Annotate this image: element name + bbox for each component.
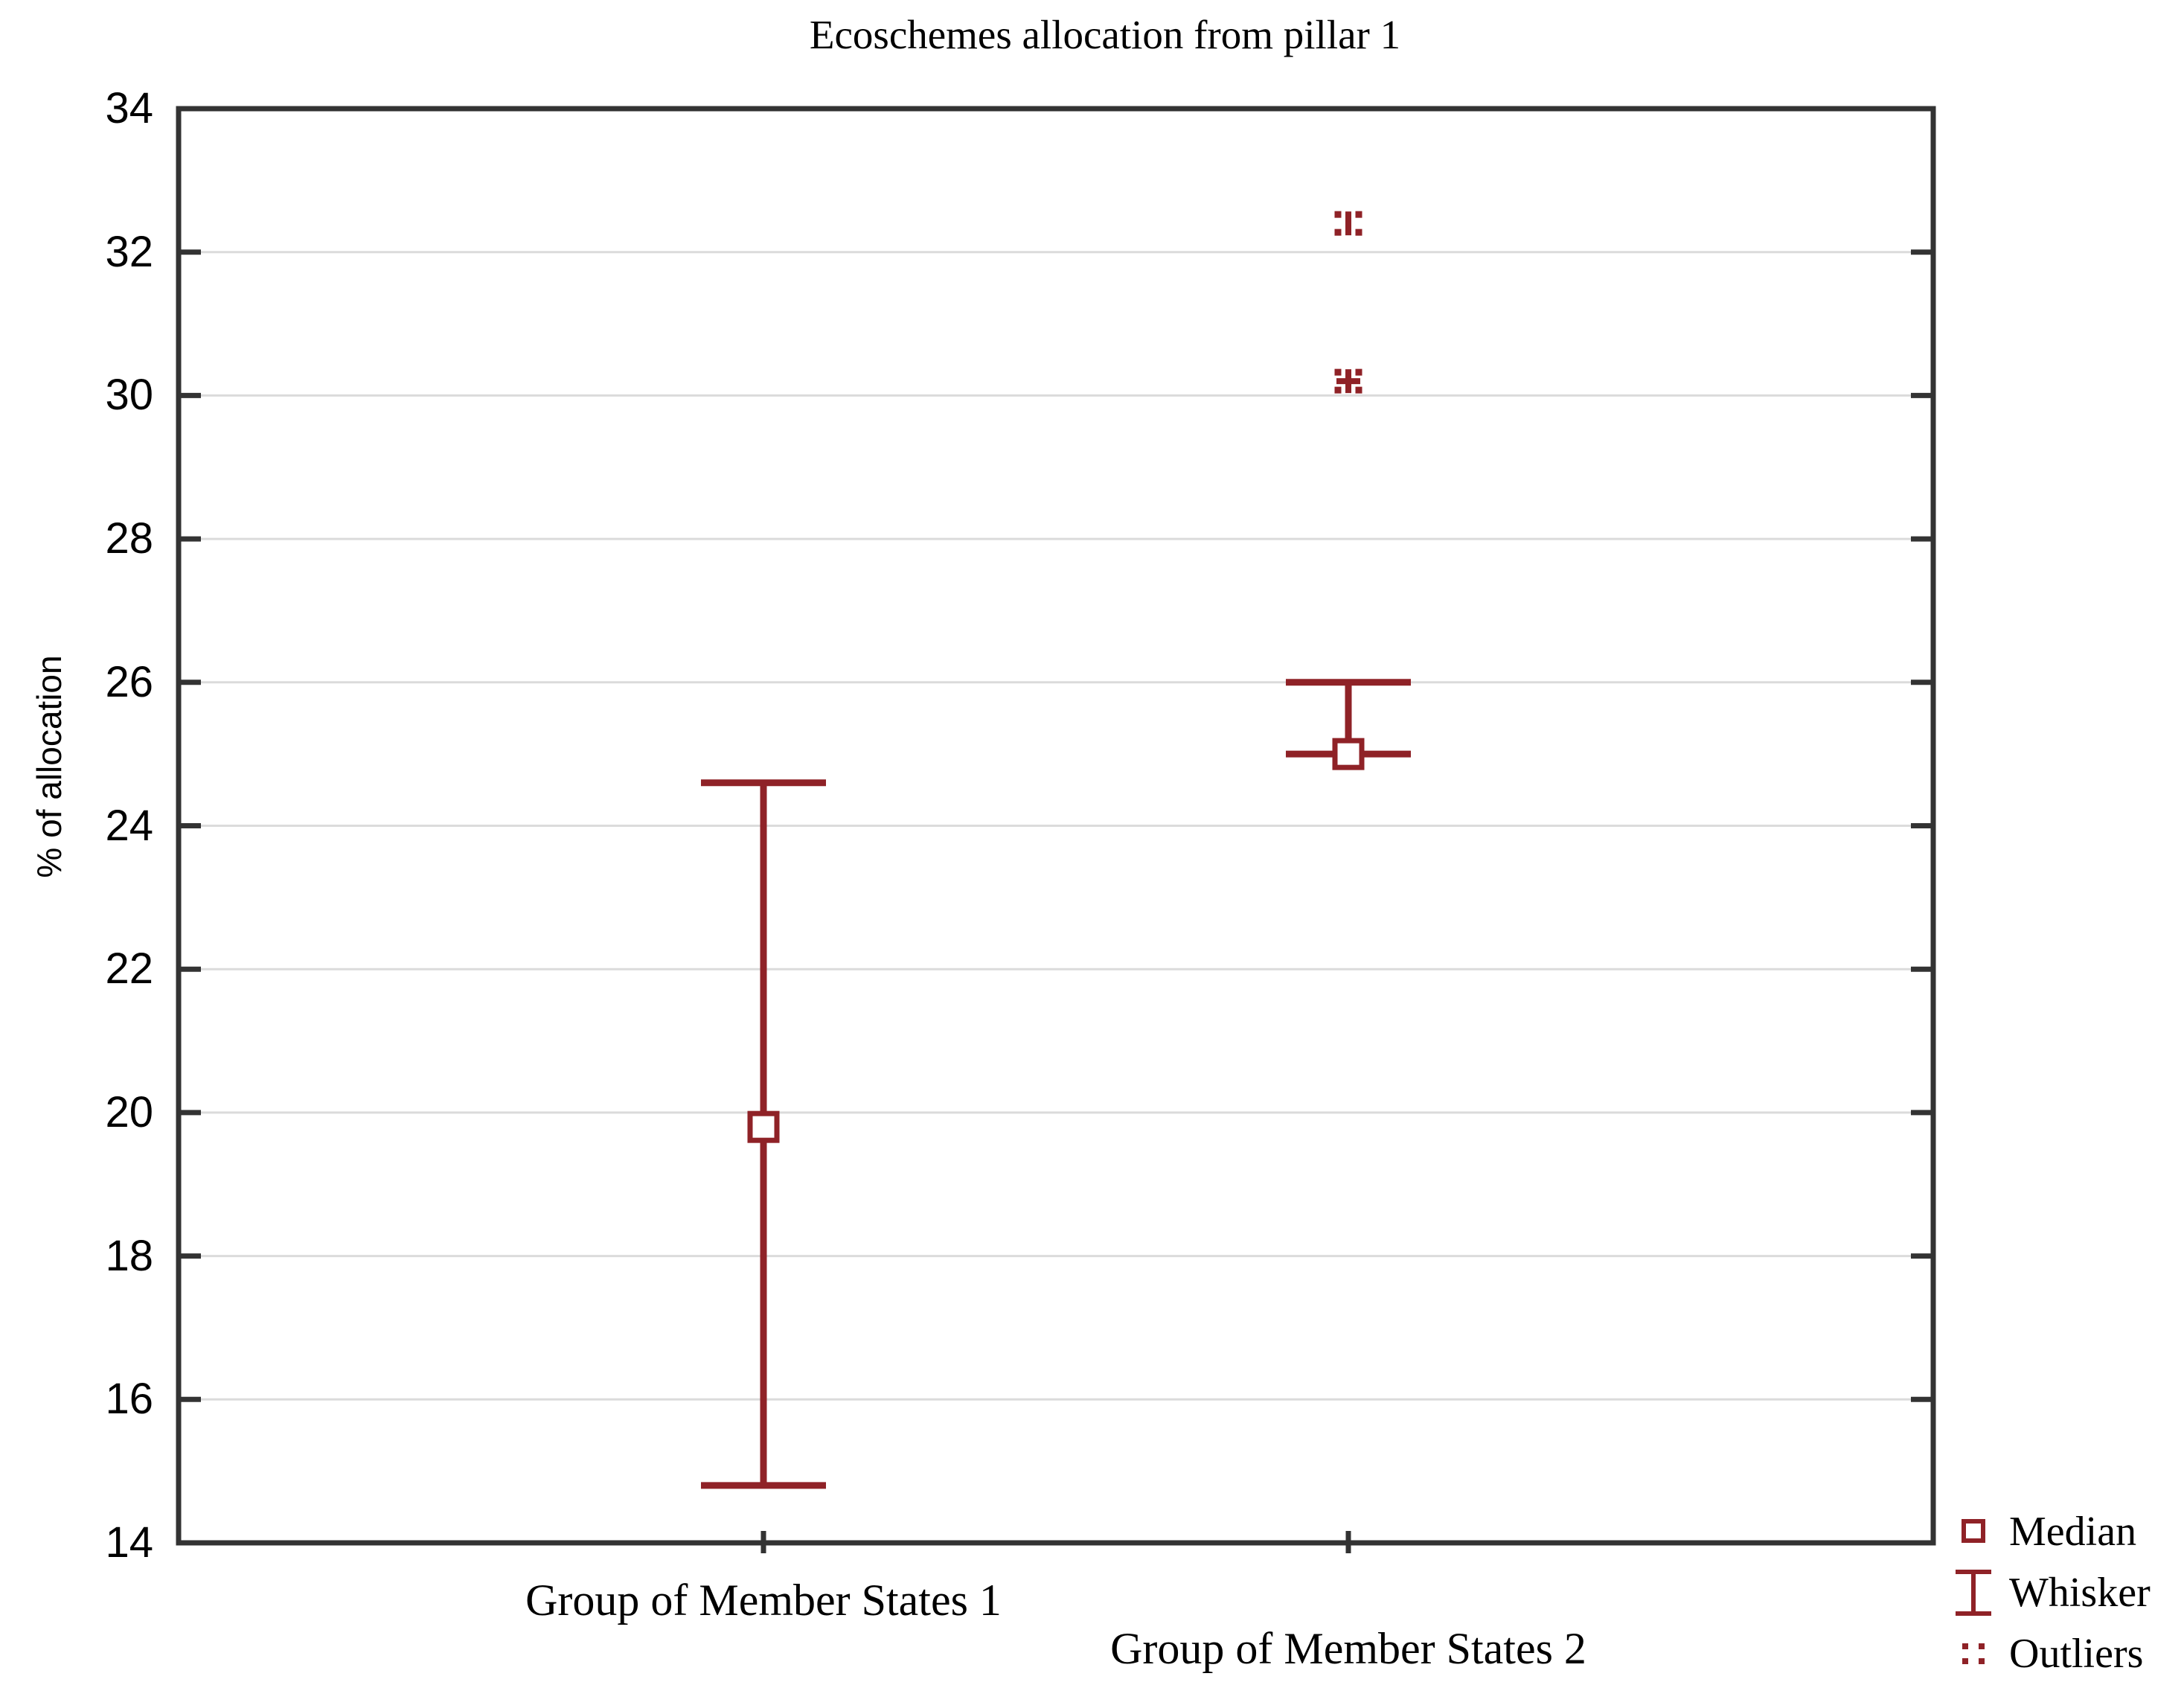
y-tick-label: 14 (105, 1518, 153, 1567)
outliers-marker-icon (1962, 1643, 1985, 1664)
outlier-marker-crossbar (1336, 378, 1360, 385)
y-tick-label: 30 (105, 371, 153, 420)
y-tick-label: 26 (105, 657, 153, 706)
outlier-dot (1334, 386, 1342, 394)
outlier-dot (1355, 386, 1362, 394)
x-category-label: Group of Member States 1 (525, 1576, 1002, 1625)
y-tick-label: 28 (105, 514, 153, 563)
outlier-dot (1334, 211, 1342, 218)
plot-frame (176, 106, 1936, 1546)
legend-item-median: Median (1944, 1507, 2136, 1556)
y-tick-label: 16 (105, 1375, 153, 1424)
median-marker (1332, 738, 1365, 770)
legend-label-median: Median (2009, 1509, 2137, 1555)
legend-square (1962, 1519, 1985, 1543)
outlier-dot (1334, 368, 1342, 376)
x-category-label: Group of Member States 2 (1110, 1624, 1586, 1673)
outlier-dot (1355, 211, 1362, 218)
y-tick-label: 32 (105, 227, 153, 276)
outlier-marker-bar (1345, 211, 1351, 236)
y-tick-label: 22 (105, 944, 153, 994)
outlier-dot (1355, 368, 1362, 376)
outlier-dot (1334, 228, 1342, 236)
legend-dot (1962, 1658, 1968, 1664)
outlier-dot (1355, 228, 1362, 236)
whisker-marker-icon (1956, 1570, 1991, 1616)
median-marker-icon (1962, 1519, 1985, 1543)
y-tick-label: 18 (105, 1231, 153, 1280)
legend-dot (1979, 1658, 1985, 1664)
y-tick-label: 20 (105, 1087, 153, 1136)
legend-label-outliers: Outliers (2009, 1631, 2144, 1677)
legend-item-outliers: Outliers (1944, 1629, 2143, 1678)
legend-dot (1979, 1643, 1985, 1649)
legend-dot (1962, 1643, 1968, 1649)
median-marker (747, 1110, 780, 1143)
legend-item-whisker: Whisker (1944, 1568, 2151, 1617)
y-tick-label: 34 (105, 84, 153, 132)
legend-label-whisker: Whisker (2009, 1570, 2151, 1616)
y-tick-label: 24 (105, 801, 153, 850)
chart-title: Ecoschemes allocation from pillar 1 (809, 12, 1401, 57)
